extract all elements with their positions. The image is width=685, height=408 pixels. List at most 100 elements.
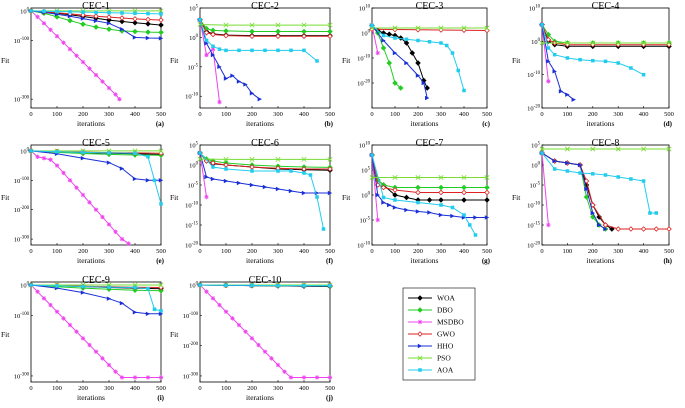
panel-title: CEC-4 — [592, 1, 620, 12]
data-point — [484, 184, 490, 191]
legend-entry-gwo: GWO — [408, 330, 455, 339]
y-tick-label: 105 — [189, 142, 199, 150]
y-tick-label: 10-15 — [185, 222, 198, 230]
data-point — [315, 59, 319, 63]
data-point — [461, 25, 467, 31]
y-tick-label: 105 — [361, 167, 371, 175]
data-point — [393, 198, 397, 202]
x-tick-label: 400 — [299, 111, 309, 118]
data-point — [609, 226, 615, 232]
y-tick-label: 100 — [531, 162, 541, 170]
data-point — [119, 236, 125, 242]
data-point — [204, 289, 209, 294]
series-aoa — [540, 22, 646, 77]
data-point — [444, 43, 449, 48]
data-point — [641, 146, 647, 152]
x-tick-label: 500 — [325, 111, 335, 118]
data-point — [217, 302, 222, 308]
data-point — [80, 12, 86, 18]
data-point — [74, 53, 79, 58]
data-point — [301, 375, 307, 380]
data-point — [133, 285, 137, 290]
data-point — [152, 307, 157, 312]
x-tick-label: 100 — [390, 248, 400, 255]
data-point — [41, 296, 47, 301]
series-line — [199, 24, 330, 26]
data-point — [369, 175, 375, 180]
plot-frame — [199, 144, 331, 246]
data-point — [107, 285, 111, 289]
data-point — [80, 156, 86, 161]
y-tick-label: 10-10 — [357, 242, 370, 250]
data-point — [250, 169, 254, 173]
y-tick-label: 10-100 — [183, 312, 199, 320]
data-point — [217, 64, 222, 70]
y-tick-label: 10-300 — [183, 372, 199, 380]
data-point — [132, 16, 138, 22]
series-line — [371, 154, 379, 221]
y-axis-label: Fit — [170, 193, 179, 202]
data-point — [106, 26, 112, 32]
data-point — [204, 52, 209, 58]
data-point — [113, 92, 118, 97]
y-tick-label: 10-5 — [188, 63, 199, 71]
data-point — [275, 156, 281, 162]
legend-label: GWO — [437, 330, 455, 339]
y-tick-label: 10-100 — [14, 37, 30, 45]
y-tick-label: 10-5 — [530, 182, 541, 190]
x-tick-label: 100 — [52, 111, 62, 118]
data-point — [87, 200, 92, 205]
y-tick-label: 10-10 — [527, 202, 540, 210]
x-tick-label: 0 — [198, 385, 201, 392]
y-tick-label: 100 — [361, 30, 371, 38]
data-point — [545, 36, 552, 43]
data-point — [565, 92, 570, 97]
x-tick-label: 100 — [563, 111, 573, 118]
x-tick-label: 300 — [613, 248, 623, 255]
data-point — [146, 286, 150, 291]
y-axis-label: Fit — [342, 193, 351, 202]
data-point — [301, 22, 307, 28]
x-tick-label: 0 — [370, 111, 373, 118]
data-point — [198, 283, 202, 287]
x-axis-label: iterations — [77, 393, 105, 402]
panel-letter: (g) — [482, 257, 491, 265]
data-point — [616, 61, 620, 65]
series-aoa — [540, 151, 659, 215]
x-tick-label: 500 — [664, 248, 674, 255]
data-point — [275, 186, 281, 192]
y-axis-label: Fit — [1, 56, 10, 65]
legend-entry-msdbo: MSDBO — [408, 318, 464, 327]
data-point — [55, 284, 59, 288]
data-point — [590, 40, 596, 46]
data-point — [415, 73, 421, 78]
panel-title: CEC-3 — [416, 1, 444, 12]
data-point — [415, 189, 421, 196]
data-point — [250, 283, 254, 288]
data-point — [204, 174, 209, 180]
data-point — [321, 227, 326, 231]
data-point — [93, 13, 99, 20]
data-point — [426, 197, 433, 203]
data-point — [100, 79, 105, 84]
data-point — [211, 44, 215, 48]
x-tick-label: 200 — [247, 111, 257, 118]
data-point — [54, 34, 60, 39]
data-point — [93, 18, 99, 24]
data-point — [113, 369, 118, 374]
legend-marker — [417, 295, 423, 301]
data-point — [315, 195, 319, 199]
data-point — [392, 175, 398, 180]
data-point — [237, 48, 241, 53]
data-point — [54, 163, 60, 168]
panel-title: CEC-2 — [251, 1, 279, 12]
data-point — [145, 311, 151, 317]
series-aoa — [370, 23, 466, 93]
data-point — [403, 40, 410, 46]
data-point — [641, 72, 646, 77]
x-tick-label: 100 — [221, 248, 231, 255]
data-point — [100, 214, 105, 220]
data-point — [596, 214, 602, 220]
data-point — [210, 160, 216, 166]
data-point — [210, 31, 216, 38]
